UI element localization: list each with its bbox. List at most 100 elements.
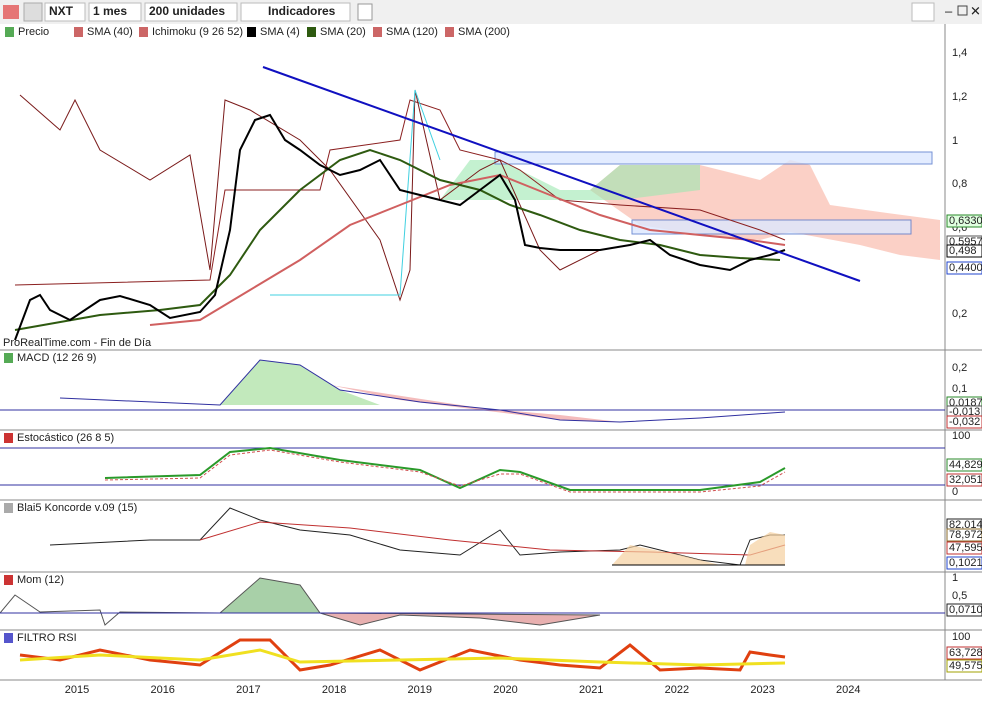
value-badge [946, 244, 982, 258]
legend-swatch [445, 27, 454, 37]
macd-fill [220, 360, 380, 405]
legend-item[interactable]: SMA (40) [87, 26, 133, 38]
zone-box [494, 151, 933, 165]
x-tick-label: 2016 [150, 684, 174, 696]
y-tick-label: 0,2 [952, 308, 967, 320]
labels: NXT 1 mes 200 unidades Indicadores Precio SMA… [3, 4, 982, 696]
value-badge-text: 0,1021 [949, 557, 982, 569]
value-badge [946, 415, 982, 429]
toolbar-label[interactable]: NXT [49, 4, 74, 18]
sma-line [14, 148, 781, 331]
candle-button[interactable] [23, 2, 43, 22]
x-tick-label: 2024 [836, 684, 860, 696]
maximize-button[interactable] [957, 5, 968, 16]
refresh-button[interactable] [911, 2, 935, 22]
minimize-button[interactable]: – [945, 3, 953, 18]
x-tick-label: 2022 [665, 684, 689, 696]
value-badge-text: 47,595 [949, 542, 982, 554]
panel-icon [4, 503, 13, 513]
y-tick-label: 1,2 [952, 91, 967, 103]
mom-fill [319, 612, 601, 626]
symbol-select[interactable] [44, 2, 86, 22]
y-tick-label: 100 [952, 430, 970, 442]
y-tick-label: 0,2 [952, 362, 967, 374]
legend-item[interactable]: Precio [18, 26, 49, 38]
value-badge [946, 646, 982, 660]
legend-swatch [74, 27, 83, 37]
toolbar-label[interactable]: 200 unidades [149, 4, 225, 18]
macd-line [59, 359, 786, 423]
value-badge-text: 63,728 [949, 647, 982, 659]
stoch-line [104, 449, 786, 493]
value-badge-text: 32,051 [949, 474, 982, 486]
period-select[interactable] [88, 2, 142, 22]
legend-item[interactable]: SMA (120) [386, 26, 438, 38]
x-tick-label: 2020 [493, 684, 517, 696]
panel-title[interactable]: FILTRO RSI [17, 632, 77, 644]
y-tick-label: 1 [952, 135, 958, 147]
value-badge [946, 528, 982, 542]
legend-item[interactable]: SMA (4) [260, 26, 300, 38]
x-tick-label: 2018 [322, 684, 346, 696]
legend-swatch [373, 27, 382, 37]
x-tick-label: 2021 [579, 684, 603, 696]
value-badge-text: 44,829 [949, 459, 982, 471]
units-select[interactable] [144, 2, 238, 22]
legend-swatch [247, 27, 256, 37]
ichimoku-line [14, 99, 786, 286]
sma-line [149, 173, 786, 326]
panel-title[interactable]: MACD (12 26 9) [17, 352, 96, 364]
y-tick-label: 1 [952, 572, 958, 584]
y-tick-label: 0,5 [952, 590, 967, 602]
x-tick-label: 2019 [408, 684, 432, 696]
y-tick-label: 1,4 [952, 47, 967, 59]
y-tick-label: 0,8 [952, 178, 967, 190]
close-button[interactable]: ✕ [970, 3, 981, 18]
panel-icon [4, 433, 13, 443]
info-button[interactable] [357, 3, 373, 21]
x-tick-label: 2023 [750, 684, 774, 696]
value-badge-text: 49,575 [949, 660, 982, 672]
chart-icon[interactable] [3, 5, 19, 19]
legend-item[interactable]: SMA (20) [320, 26, 366, 38]
value-badge [946, 556, 982, 570]
value-badge-text: 0,6330 [949, 215, 982, 227]
kumo-cloud [440, 160, 700, 200]
legend-swatch [5, 27, 14, 37]
x-tick-label: 2015 [65, 684, 89, 696]
y-tick-label: 100 [952, 631, 970, 643]
panel-icon [4, 575, 13, 585]
value-badge [946, 659, 982, 673]
panel-title[interactable]: Blai5 Koncorde v.09 (15) [17, 502, 137, 514]
x-tick-label: 2017 [236, 684, 260, 696]
koncorde-fill [612, 532, 785, 565]
value-badge [946, 214, 982, 228]
value-badge-text: 0,0710 [949, 604, 982, 616]
value-badge [946, 603, 982, 617]
toolbar-label[interactable]: Indicadores [268, 4, 336, 18]
legend-bar [0, 24, 945, 40]
rsi-line [19, 648, 786, 667]
toolbar-label[interactable]: 1 mes [93, 4, 127, 18]
legend-swatch [307, 27, 316, 37]
panel-icon [4, 353, 13, 363]
value-badge-text: -0,013 [949, 406, 980, 418]
value-badge-text: 82,014 [949, 519, 982, 531]
value-badge-text: 0,498 [949, 245, 977, 257]
legend-item[interactable]: Ichimoku (9 26 52) [152, 26, 243, 38]
value-badge-text: 78,972 [949, 529, 982, 541]
panel-icon [4, 633, 13, 643]
value-badge [946, 261, 982, 275]
value-badge [946, 541, 982, 555]
panel-title[interactable]: Estocástico (26 8 5) [17, 432, 114, 444]
mom-line [0, 594, 221, 626]
legend-item[interactable]: SMA (200) [458, 26, 510, 38]
trend-line [262, 66, 861, 282]
value-badge [946, 473, 982, 487]
panel-title[interactable]: Mom (12) [17, 574, 64, 586]
sma-line [14, 113, 786, 341]
mom-fill [218, 577, 321, 614]
indicators-button[interactable] [240, 2, 351, 22]
value-badge [946, 458, 982, 472]
